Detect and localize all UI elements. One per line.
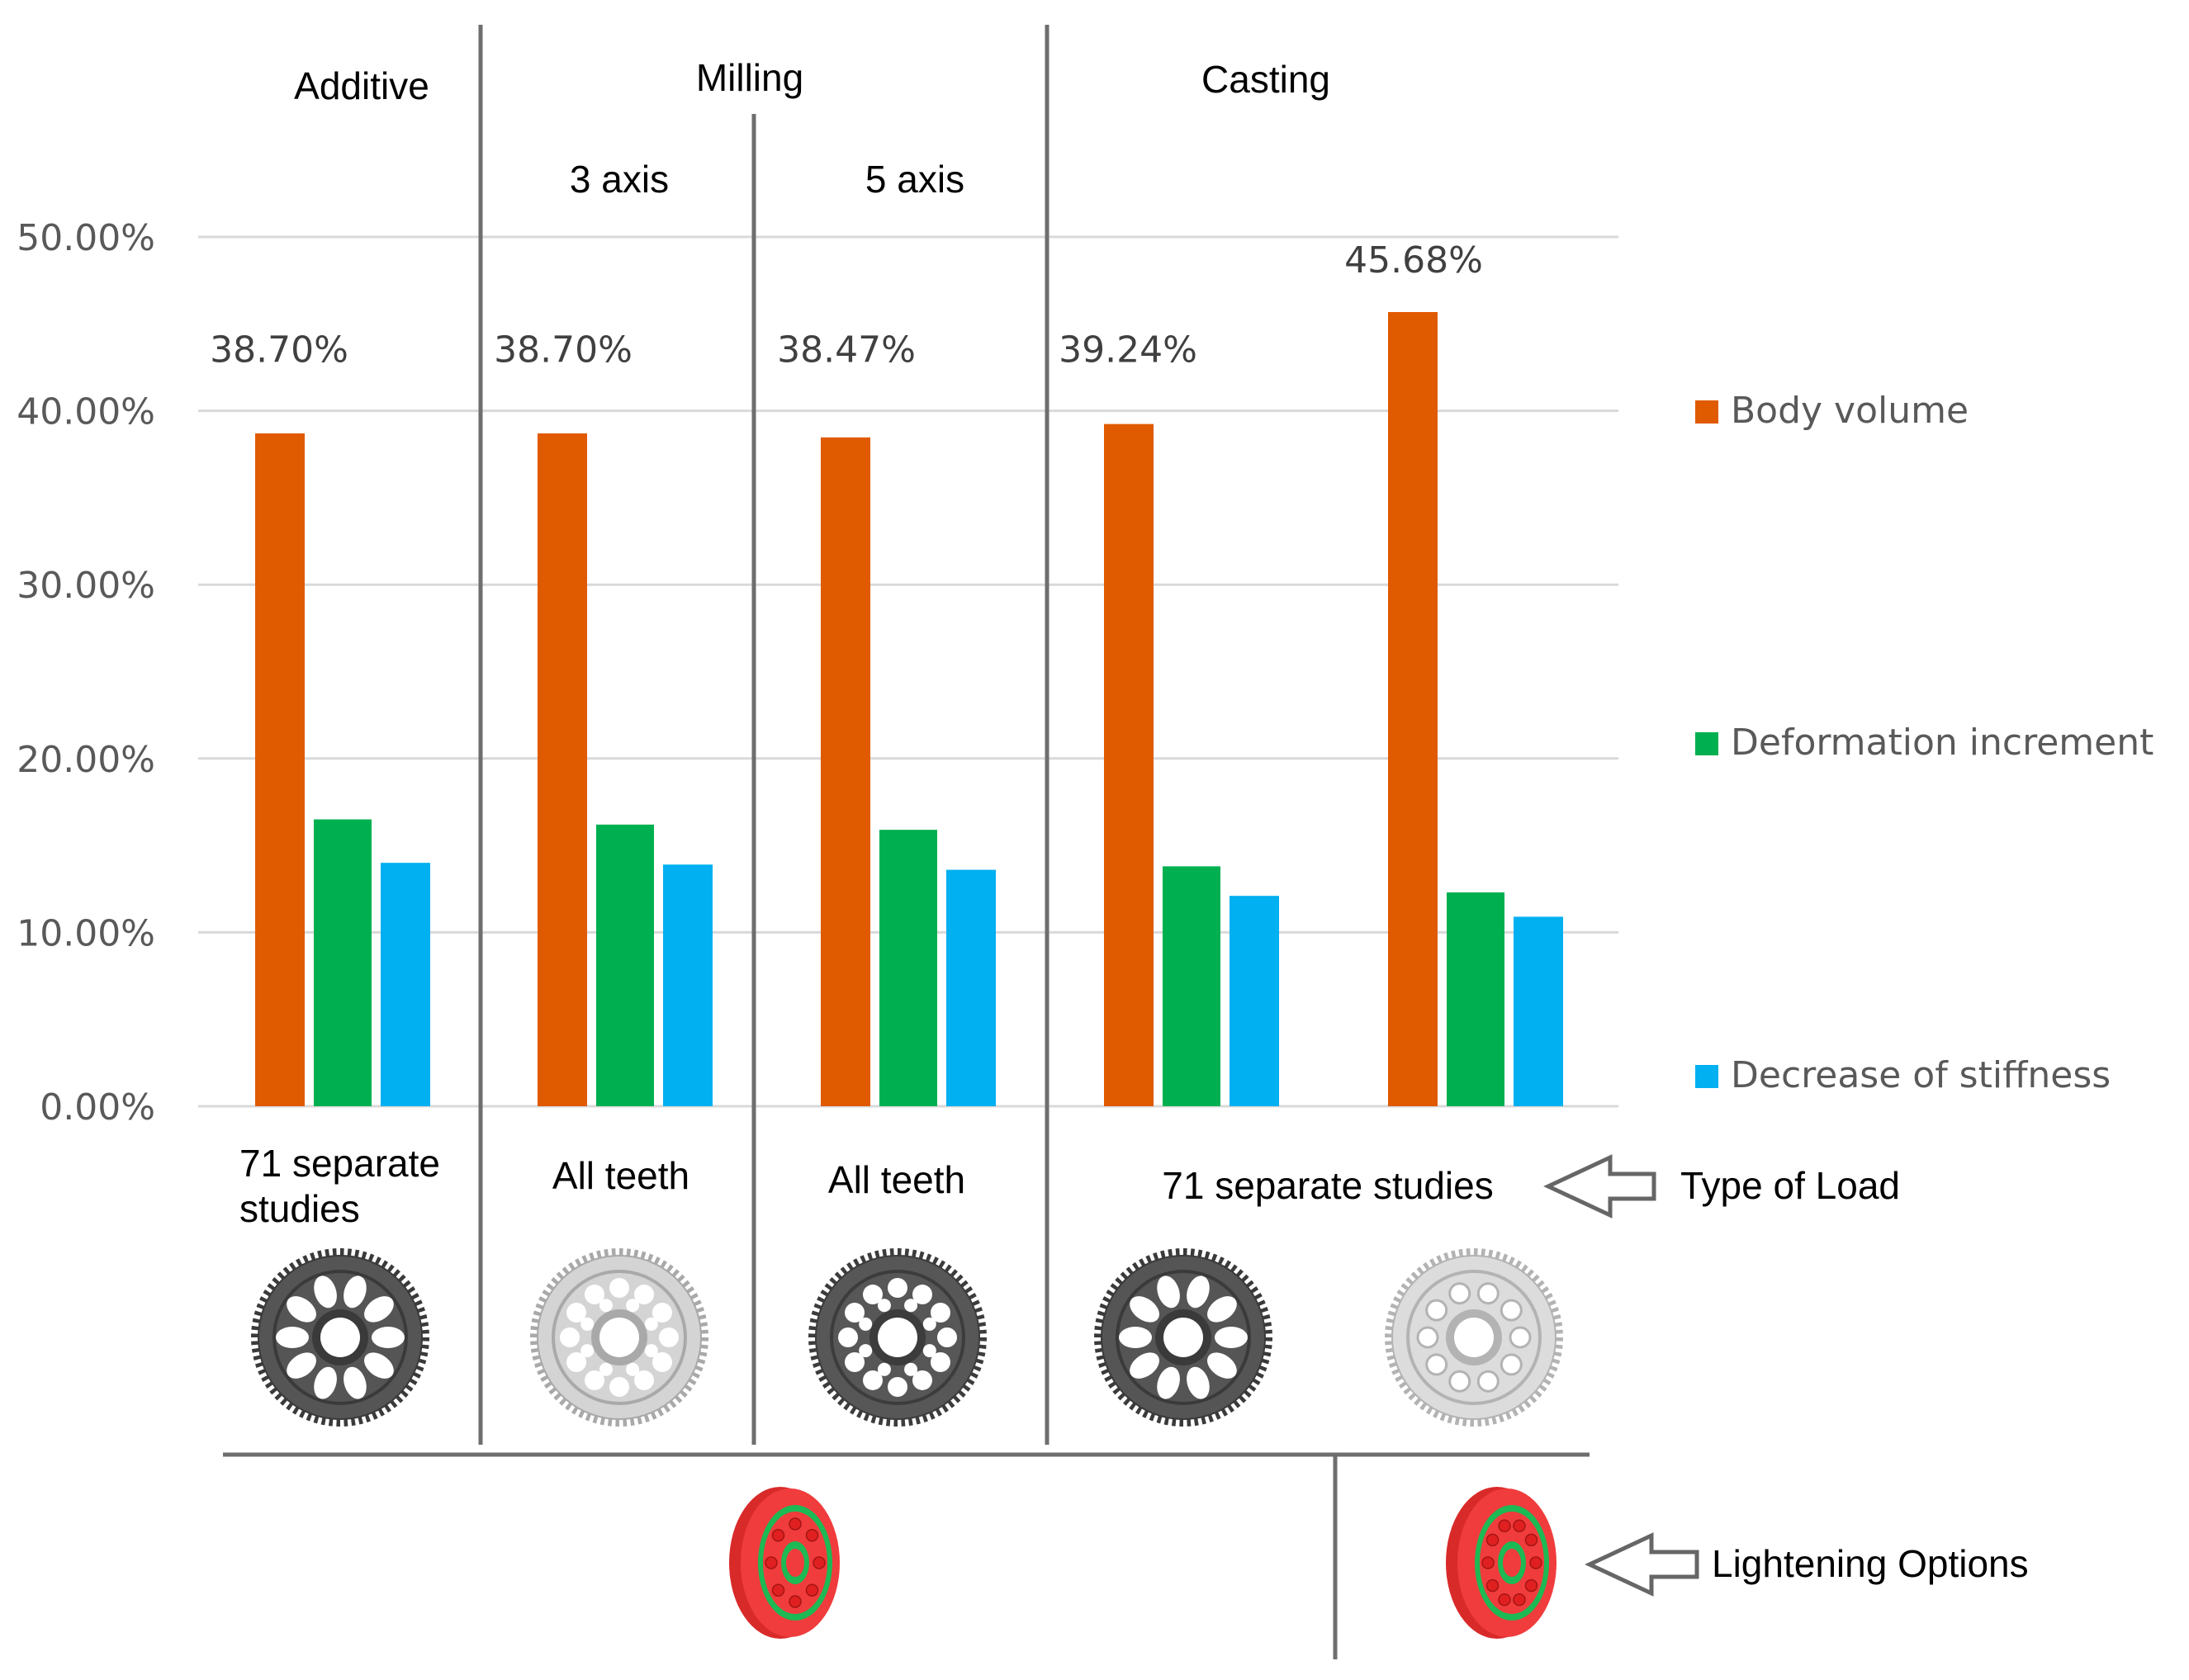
data-label: 39.24% xyxy=(1059,329,1197,371)
gear-spoked-dark-icon xyxy=(1094,1248,1272,1427)
load-5-axis: All teeth xyxy=(828,1158,965,1201)
bar-deformation-increment xyxy=(1447,892,1504,1106)
y-tick-label: 0.00% xyxy=(40,1086,155,1129)
header-3-axis: 3 axis xyxy=(570,158,669,201)
y-axis-tick-labels: 0.00% 10.00% 20.00% 30.00% 40.00% 50.00% xyxy=(17,217,155,1129)
y-tick-label: 50.00% xyxy=(17,217,155,259)
bar-deformation-increment xyxy=(596,824,654,1106)
gear-spoked-dark-icon xyxy=(251,1248,429,1427)
legend-label: Body volume xyxy=(1731,390,1969,432)
load-casting: 71 separate studies xyxy=(1162,1164,1494,1207)
data-label: 38.70% xyxy=(494,329,633,371)
type-of-load-label: Type of Load xyxy=(1680,1164,1900,1207)
legend-label: Decrease of stiffness xyxy=(1731,1054,2111,1096)
lightening-ring-icon xyxy=(1446,1487,1556,1639)
bar-decrease-of-stiffness xyxy=(663,864,713,1106)
bar-body-volume xyxy=(1104,424,1154,1106)
gridlines xyxy=(198,235,1618,1108)
header-5-axis: 5 axis xyxy=(865,158,964,201)
bars xyxy=(255,311,1563,1106)
y-tick-label: 10.00% xyxy=(17,912,155,954)
y-tick-label: 30.00% xyxy=(17,565,155,607)
bar-body-volume xyxy=(821,437,870,1106)
bar-body-volume xyxy=(538,433,587,1106)
y-tick-label: 40.00% xyxy=(17,391,155,433)
load-additive-line1: 71 separate xyxy=(239,1142,440,1185)
lightening-options-arrow-icon xyxy=(1585,1532,1699,1597)
load-3-axis: All teeth xyxy=(552,1154,689,1197)
header-additive: Additive xyxy=(294,64,429,107)
bar-deformation-increment xyxy=(879,830,937,1106)
lightening-options-label: Lightening Options xyxy=(1712,1542,2029,1585)
y-tick-label: 20.00% xyxy=(17,739,155,781)
bar-decrease-of-stiffness xyxy=(946,869,996,1106)
load-type-labels: 71 separate studies All teeth All teeth … xyxy=(239,1142,2029,1585)
legend-swatch xyxy=(1695,732,1718,755)
lightening-ring-icons xyxy=(729,1487,1556,1639)
type-of-load-arrow-icon xyxy=(1543,1154,1656,1219)
gear-icons xyxy=(251,1248,1563,1427)
bar-deformation-increment xyxy=(1163,866,1220,1106)
header-milling: Milling xyxy=(696,56,803,99)
lightening-ring-icon xyxy=(729,1487,840,1639)
legend: Body volume Deformation increment Decrease… xyxy=(1695,390,2153,1096)
legend-swatch xyxy=(1695,400,1718,424)
bar-deformation-increment xyxy=(314,819,372,1106)
gear-holes-light-icon xyxy=(1385,1248,1563,1427)
header-casting: Casting xyxy=(1201,58,1330,101)
bar-body-volume xyxy=(1388,311,1438,1106)
bar-body-volume xyxy=(255,433,305,1106)
bar-decrease-of-stiffness xyxy=(1514,916,1563,1106)
gear-lattice-light-icon xyxy=(530,1248,708,1427)
data-label: 45.68% xyxy=(1344,239,1483,282)
data-label: 38.47% xyxy=(777,329,916,371)
legend-swatch xyxy=(1695,1065,1718,1088)
legend-label: Deformation increment xyxy=(1731,722,2153,764)
bar-decrease-of-stiffness xyxy=(1230,896,1279,1106)
bar-decrease-of-stiffness xyxy=(381,863,430,1106)
load-additive-line2: studies xyxy=(239,1187,360,1230)
data-label: 38.70% xyxy=(210,329,348,371)
section-dividers xyxy=(223,25,1590,1659)
data-labels: 38.70% 38.70% 38.47% 39.24% 45.68% xyxy=(210,239,1483,371)
gear-lattice-dark-icon xyxy=(808,1248,987,1427)
section-headers: Additive Milling 3 axis 5 axis Casting xyxy=(294,56,1330,201)
